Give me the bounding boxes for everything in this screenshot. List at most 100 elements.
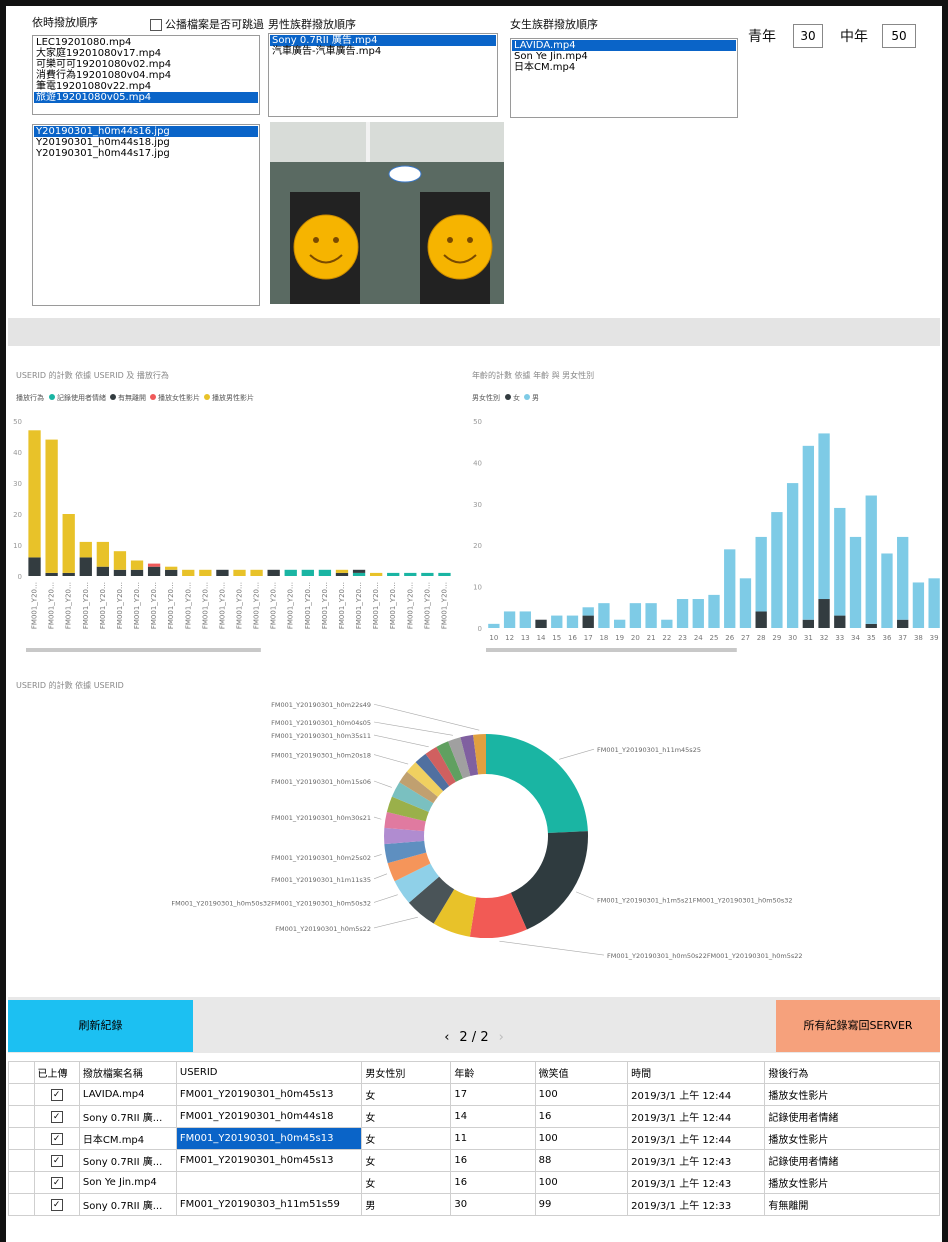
x-tick-label: 21 [647, 634, 656, 642]
table-cell: 女 [362, 1106, 451, 1128]
x-tick-label: 29 [772, 634, 781, 642]
table-cell: Sony 0.7RII 廣... [79, 1106, 176, 1128]
table-cell: 99 [535, 1194, 628, 1216]
column-header: 已上傳 [34, 1062, 79, 1084]
bar [630, 603, 641, 628]
bar [614, 620, 625, 628]
donut-slice [486, 734, 588, 833]
bar [302, 570, 314, 576]
table-row: ✓日本CM.mp4FM001_Y20190301_h0m45s13女111002… [9, 1128, 940, 1150]
list-item: LAVIDA.mp4 [512, 40, 736, 51]
checkbox[interactable]: ✓ [51, 1177, 63, 1189]
checkbox[interactable]: ✓ [51, 1111, 63, 1123]
bar [834, 508, 845, 616]
row-header [9, 1172, 35, 1194]
table-cell: 男 [362, 1194, 451, 1216]
page-indicator: 2 / 2 [459, 1030, 488, 1045]
x-tick-label: 30 [788, 634, 797, 642]
bar [897, 537, 908, 620]
bar [803, 446, 814, 620]
x-tick-label: 32 [820, 634, 829, 642]
column-header: 男女性別 [362, 1062, 451, 1084]
bar [818, 433, 829, 599]
youth-input[interactable]: 30 [793, 24, 823, 48]
table-cell: 女 [362, 1172, 451, 1194]
bar [233, 570, 245, 576]
slice-label: FM001_Y20190301_h0m15s06 [271, 778, 371, 786]
bar [97, 542, 109, 567]
x-tick-label: FM001_Y20… [99, 582, 107, 629]
table-cell: FM001_Y20190301_h0m44s18 [176, 1106, 361, 1128]
y-tick-label: 0 [18, 573, 22, 581]
table-cell: 記錄使用者情緒 [765, 1106, 940, 1128]
leader-line [374, 854, 382, 856]
table-cell: Sony 0.7RII 廣... [79, 1150, 176, 1172]
x-tick-label: FM001_Y20… [48, 582, 56, 629]
y-tick-label: 50 [13, 418, 22, 426]
bar [63, 514, 75, 573]
row-header [9, 1062, 35, 1084]
bar [488, 624, 499, 628]
divider [8, 318, 940, 346]
x-tick-label: 20 [631, 634, 640, 642]
table-row: ✓ Sony 0.7RII 廣...FM001_Y20190301_h0m44s1… [9, 1106, 940, 1128]
checkbox[interactable]: ✓ [51, 1133, 63, 1145]
list-item: 筆電19201080v22.mp4 [34, 81, 258, 92]
column-header: 年齡 [451, 1062, 535, 1084]
slice-label: FM001_Y20190301_h0m30s21 [271, 814, 371, 822]
checkbox[interactable]: ✓ [51, 1155, 63, 1167]
bar [551, 616, 562, 628]
list-label: 依時撥放順序 [32, 14, 98, 30]
list-item: Son Ye Jin.mp4 [512, 51, 736, 62]
x-tick-label: 39 [930, 634, 939, 642]
row-header [9, 1106, 35, 1128]
bar [520, 611, 531, 628]
y-tick-label: 20 [13, 511, 22, 519]
table-cell: 女 [362, 1150, 451, 1172]
pagination[interactable]: ‹2 / 2› [426, 1030, 522, 1045]
bar [771, 512, 782, 628]
table-cell: 14 [451, 1106, 535, 1128]
x-tick-label: FM001_Y20… [287, 582, 295, 629]
middle-label: 中年 [840, 26, 868, 46]
bar [114, 551, 126, 570]
x-tick-label: FM001_Y20… [167, 582, 175, 629]
checkbox[interactable]: ✓ [51, 1199, 63, 1211]
legend-marker [150, 394, 156, 400]
table-cell: 女 [362, 1128, 451, 1150]
leader-line [374, 722, 453, 735]
bar [45, 440, 57, 573]
bar-chart: USERID 的計數 依據 USERID 及 播放行為播放行為記錄使用者情緒有無… [8, 356, 458, 656]
list-label: 男性族群撥放順序 [268, 16, 356, 32]
table-cell: 100 [535, 1172, 628, 1194]
y-tick-label: 40 [473, 459, 482, 467]
x-tick-label: FM001_Y20… [423, 582, 431, 629]
middle-input[interactable]: 50 [882, 24, 916, 48]
x-tick-label: FM001_Y20… [338, 582, 346, 629]
bar [866, 496, 877, 624]
bar [80, 542, 92, 558]
skip-checkbox[interactable]: 公播檔案是否可跳過 [150, 16, 264, 32]
uploaded-cell: ✓ [34, 1172, 79, 1194]
scrollbar [26, 648, 261, 652]
page: 依時撥放順序 公播檔案是否可跳過 LEC19201080.mp4大家庭19201… [0, 0, 948, 1242]
checkbox[interactable]: ✓ [51, 1089, 63, 1101]
legend-label: 男 [532, 394, 539, 402]
bar [268, 570, 280, 576]
legend-marker [49, 394, 55, 400]
table-cell: 17 [451, 1084, 535, 1106]
youth-label: 青年 [748, 26, 776, 46]
upload-button[interactable]: 所有紀錄寫回SERVER [776, 1000, 940, 1052]
x-tick-label: 24 [694, 634, 703, 642]
bar [598, 603, 609, 628]
bar [567, 616, 578, 628]
refresh-button[interactable]: 刷新紀錄 [8, 1000, 193, 1052]
x-tick-label: FM001_Y20… [184, 582, 192, 629]
x-tick-label: FM001_Y20… [150, 582, 158, 629]
x-tick-label: FM001_Y20… [201, 582, 209, 629]
bar [834, 616, 845, 628]
